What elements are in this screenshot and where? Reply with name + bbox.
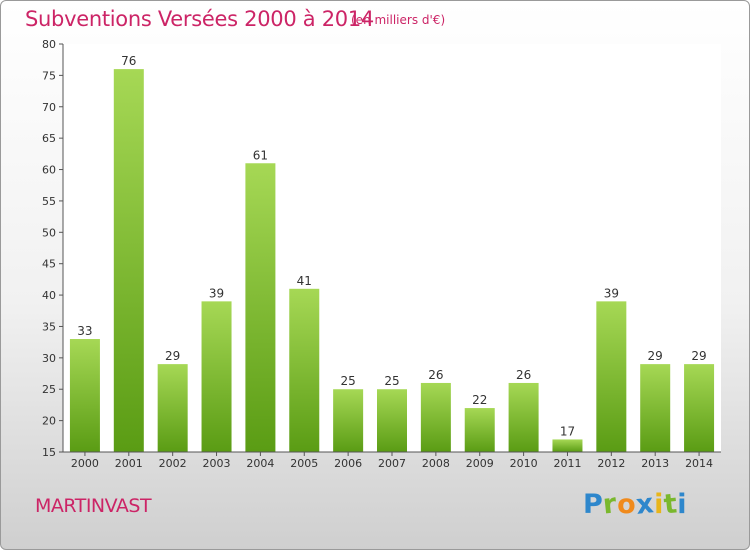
bar-2013 [640, 364, 671, 452]
bar-2012 [596, 301, 627, 452]
data-label-2007: 25 [384, 374, 399, 388]
x-tick-label-2000: 2000 [71, 457, 99, 470]
y-tick-label-35: 35 [42, 320, 56, 333]
logo-letter: o [617, 489, 637, 520]
y-tick-label-75: 75 [42, 69, 56, 82]
data-label-2004: 61 [253, 148, 268, 162]
bar-2000 [69, 339, 100, 452]
y-tick-label-30: 30 [42, 352, 56, 365]
data-label-2011: 17 [560, 424, 575, 438]
bar-2005 [289, 288, 320, 452]
bar-2006 [333, 389, 364, 452]
bar-2002 [157, 364, 188, 452]
data-label-2008: 26 [428, 368, 443, 382]
proxiti-logo: Proxiti [583, 488, 688, 521]
data-label-2010: 26 [516, 368, 531, 382]
y-tick-label-70: 70 [42, 101, 56, 114]
x-tick-label-2007: 2007 [378, 457, 406, 470]
data-label-2002: 29 [165, 349, 180, 363]
logo-letter: i [654, 489, 664, 520]
bar-2004 [245, 163, 276, 452]
bar-2009 [464, 408, 495, 452]
y-tick-label-60: 60 [42, 164, 56, 177]
y-tick-label-80: 80 [42, 38, 56, 51]
x-tick-label-2002: 2002 [159, 457, 187, 470]
chart-title: Subventions Versées 2000 à 2014 [25, 7, 374, 31]
logo-letter: x [634, 488, 656, 521]
y-tick-label-40: 40 [42, 289, 56, 302]
bar-2001 [113, 69, 144, 452]
data-label-2014: 29 [691, 349, 706, 363]
x-tick-label-2001: 2001 [115, 457, 143, 470]
y-tick-label-65: 65 [42, 132, 56, 145]
data-label-2009: 22 [472, 393, 487, 407]
x-tick-label-2014: 2014 [685, 457, 713, 470]
x-tick-label-2003: 2003 [203, 457, 231, 470]
bar-2014 [684, 364, 715, 452]
location-name: MARTINVAST [35, 495, 152, 517]
y-tick-label-15: 15 [42, 446, 56, 459]
y-tick-label-55: 55 [42, 195, 56, 208]
data-label-2003: 39 [209, 286, 224, 300]
bar-2007 [377, 389, 407, 452]
data-label-2000: 33 [77, 324, 92, 338]
y-tick-label-20: 20 [42, 415, 56, 428]
chart-subtitle: (en milliers d'€) [351, 13, 446, 27]
y-tick-label-50: 50 [42, 226, 56, 239]
bar-2010 [508, 382, 539, 452]
x-tick-label-2011: 2011 [553, 457, 581, 470]
x-tick-label-2013: 2013 [641, 457, 669, 470]
data-label-2012: 39 [604, 286, 619, 300]
bar-2011 [552, 439, 583, 452]
data-label-2001: 76 [121, 54, 136, 68]
logo-letter: P [583, 489, 604, 520]
x-tick-label-2009: 2009 [466, 457, 494, 470]
y-tick-label-25: 25 [42, 383, 56, 396]
x-tick-label-2006: 2006 [334, 457, 362, 470]
y-tick-label-45: 45 [42, 258, 56, 271]
logo-letter: i [677, 489, 688, 520]
bar-2008 [420, 382, 451, 452]
x-tick-label-2012: 2012 [597, 457, 625, 470]
data-label-2006: 25 [340, 374, 355, 388]
x-tick-label-2008: 2008 [422, 457, 450, 470]
data-label-2005: 41 [297, 274, 312, 288]
x-tick-label-2005: 2005 [290, 457, 318, 470]
x-tick-label-2004: 2004 [246, 457, 274, 470]
bar-2003 [201, 301, 232, 452]
data-label-2013: 29 [648, 349, 663, 363]
x-tick-label-2010: 2010 [510, 457, 538, 470]
